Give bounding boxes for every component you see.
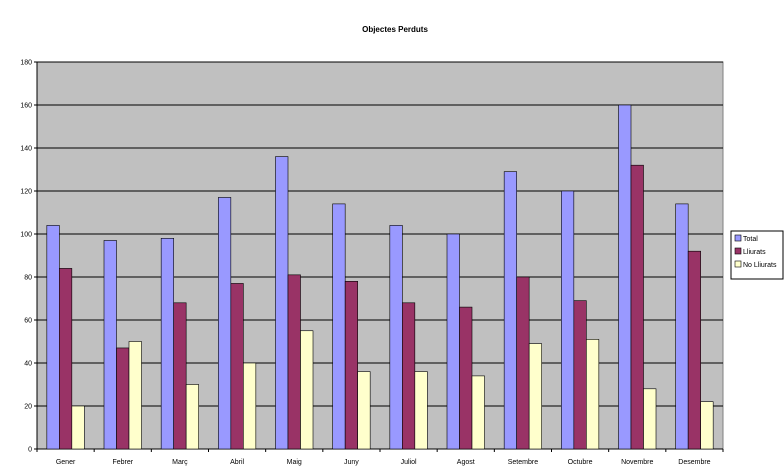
bar-no-lliurats: [471, 375, 485, 450]
bar-no-lliurats: [700, 401, 714, 450]
bar-no-lliurats: [300, 330, 314, 450]
legend-swatch: [734, 247, 742, 255]
plot-background: [36, 61, 724, 450]
bar-no-lliurats: [586, 339, 600, 450]
bar-no-lliurats: [643, 388, 657, 450]
bar-total: [618, 104, 632, 450]
bar-lliurats: [116, 347, 130, 450]
y-tick-label: 60: [24, 318, 32, 325]
x-tick-label: Març: [172, 459, 188, 466]
y-tick-label: 160: [20, 103, 32, 110]
bar-lliurats: [287, 274, 301, 450]
y-tick-label: 20: [24, 404, 32, 411]
x-tick-label: Novembre: [621, 459, 653, 466]
x-tick-label: Abril: [230, 459, 244, 466]
bar-no-lliurats: [128, 341, 142, 450]
bar-total: [46, 225, 60, 450]
y-tick-label: 180: [20, 60, 32, 67]
bar-lliurats: [59, 268, 73, 450]
legend-label: Lliurats: [743, 249, 766, 256]
bar-lliurats: [344, 280, 358, 450]
bar-no-lliurats: [528, 343, 542, 450]
x-tick-label: Juny: [344, 459, 359, 466]
x-tick-label: Maig: [287, 459, 302, 466]
x-tick-label: Desembre: [678, 459, 710, 466]
bar-lliurats: [573, 300, 587, 450]
x-tick-label: Agost: [457, 459, 475, 466]
legend: Total Lliurats No Lliurats: [730, 230, 784, 280]
legend-label: No Lliurats: [743, 262, 777, 269]
legend-label: Total: [743, 236, 758, 243]
legend-swatch: [734, 234, 742, 242]
bar-no-lliurats: [414, 371, 428, 450]
bar-no-lliurats: [357, 371, 371, 450]
x-tick-label: Setembre: [508, 459, 538, 466]
bar-total: [389, 225, 403, 450]
bar-total: [275, 156, 289, 450]
x-tick-label: Febrer: [112, 459, 133, 466]
x-tick-label: Juliol: [401, 459, 417, 466]
y-tick-label: 120: [20, 189, 32, 196]
bar-total: [503, 171, 517, 450]
bar-total: [160, 238, 174, 450]
bar-no-lliurats: [243, 362, 257, 450]
bar-lliurats: [173, 302, 187, 450]
bar-lliurats: [630, 164, 644, 450]
x-tick-label: Gener: [56, 459, 76, 466]
x-tick-label: Octubre: [568, 459, 593, 466]
y-tick-label: 0: [28, 447, 32, 454]
bar-total: [218, 197, 232, 450]
bar-total: [103, 240, 117, 450]
legend-swatch: [734, 260, 742, 268]
bar-total: [561, 190, 575, 450]
bar-total: [332, 203, 346, 450]
y-tick-label: 40: [24, 361, 32, 368]
bar-total: [446, 233, 460, 450]
bar-lliurats: [230, 283, 244, 450]
y-tick-label: 140: [20, 146, 32, 153]
bar-lliurats: [516, 276, 530, 450]
chart-title: Objectes Perduts: [362, 25, 428, 34]
bar-lliurats: [402, 302, 416, 450]
y-tick-label: 80: [24, 275, 32, 282]
bar-no-lliurats: [185, 384, 199, 450]
bar-lliurats: [459, 306, 473, 450]
bar-lliurats: [687, 250, 701, 450]
bar-total: [675, 203, 689, 450]
bar-no-lliurats: [71, 405, 85, 450]
y-tick-label: 100: [20, 232, 32, 239]
plot-area: 0 20 40 60 80 100 120 140 160 180 Gener Febrer Març A…: [20, 60, 724, 466]
